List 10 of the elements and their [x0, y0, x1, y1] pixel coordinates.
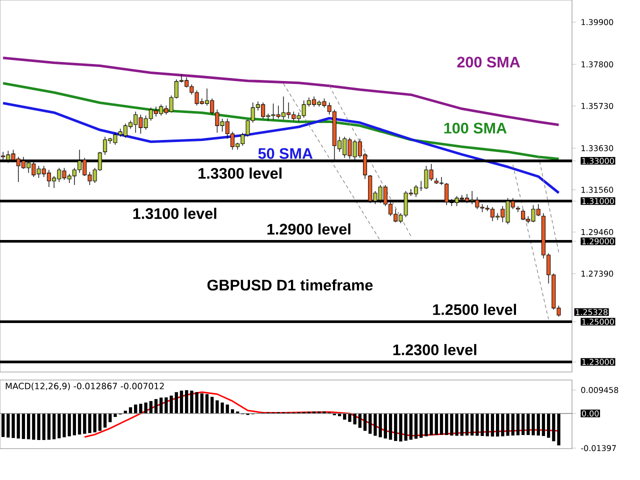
ref-line-label: 1.2900 level [267, 223, 350, 235]
ref-line-label: 1.3100 level [133, 208, 216, 220]
annotation: GBPUSD D1 timeframe [207, 279, 373, 291]
chart-title: MACD(12,26,9) -0.012867 -0.007012 [6, 382, 164, 390]
ref-line-label: 1.3300 level [198, 168, 282, 179]
series-label: 50 SMA [258, 148, 313, 159]
text: 200 SMA [457, 56, 520, 68]
ref-line-label: 1.2300 level [393, 344, 476, 356]
ref-line-label: 1.2500 level [433, 304, 516, 316]
series-label: 100 SMA [444, 122, 507, 134]
